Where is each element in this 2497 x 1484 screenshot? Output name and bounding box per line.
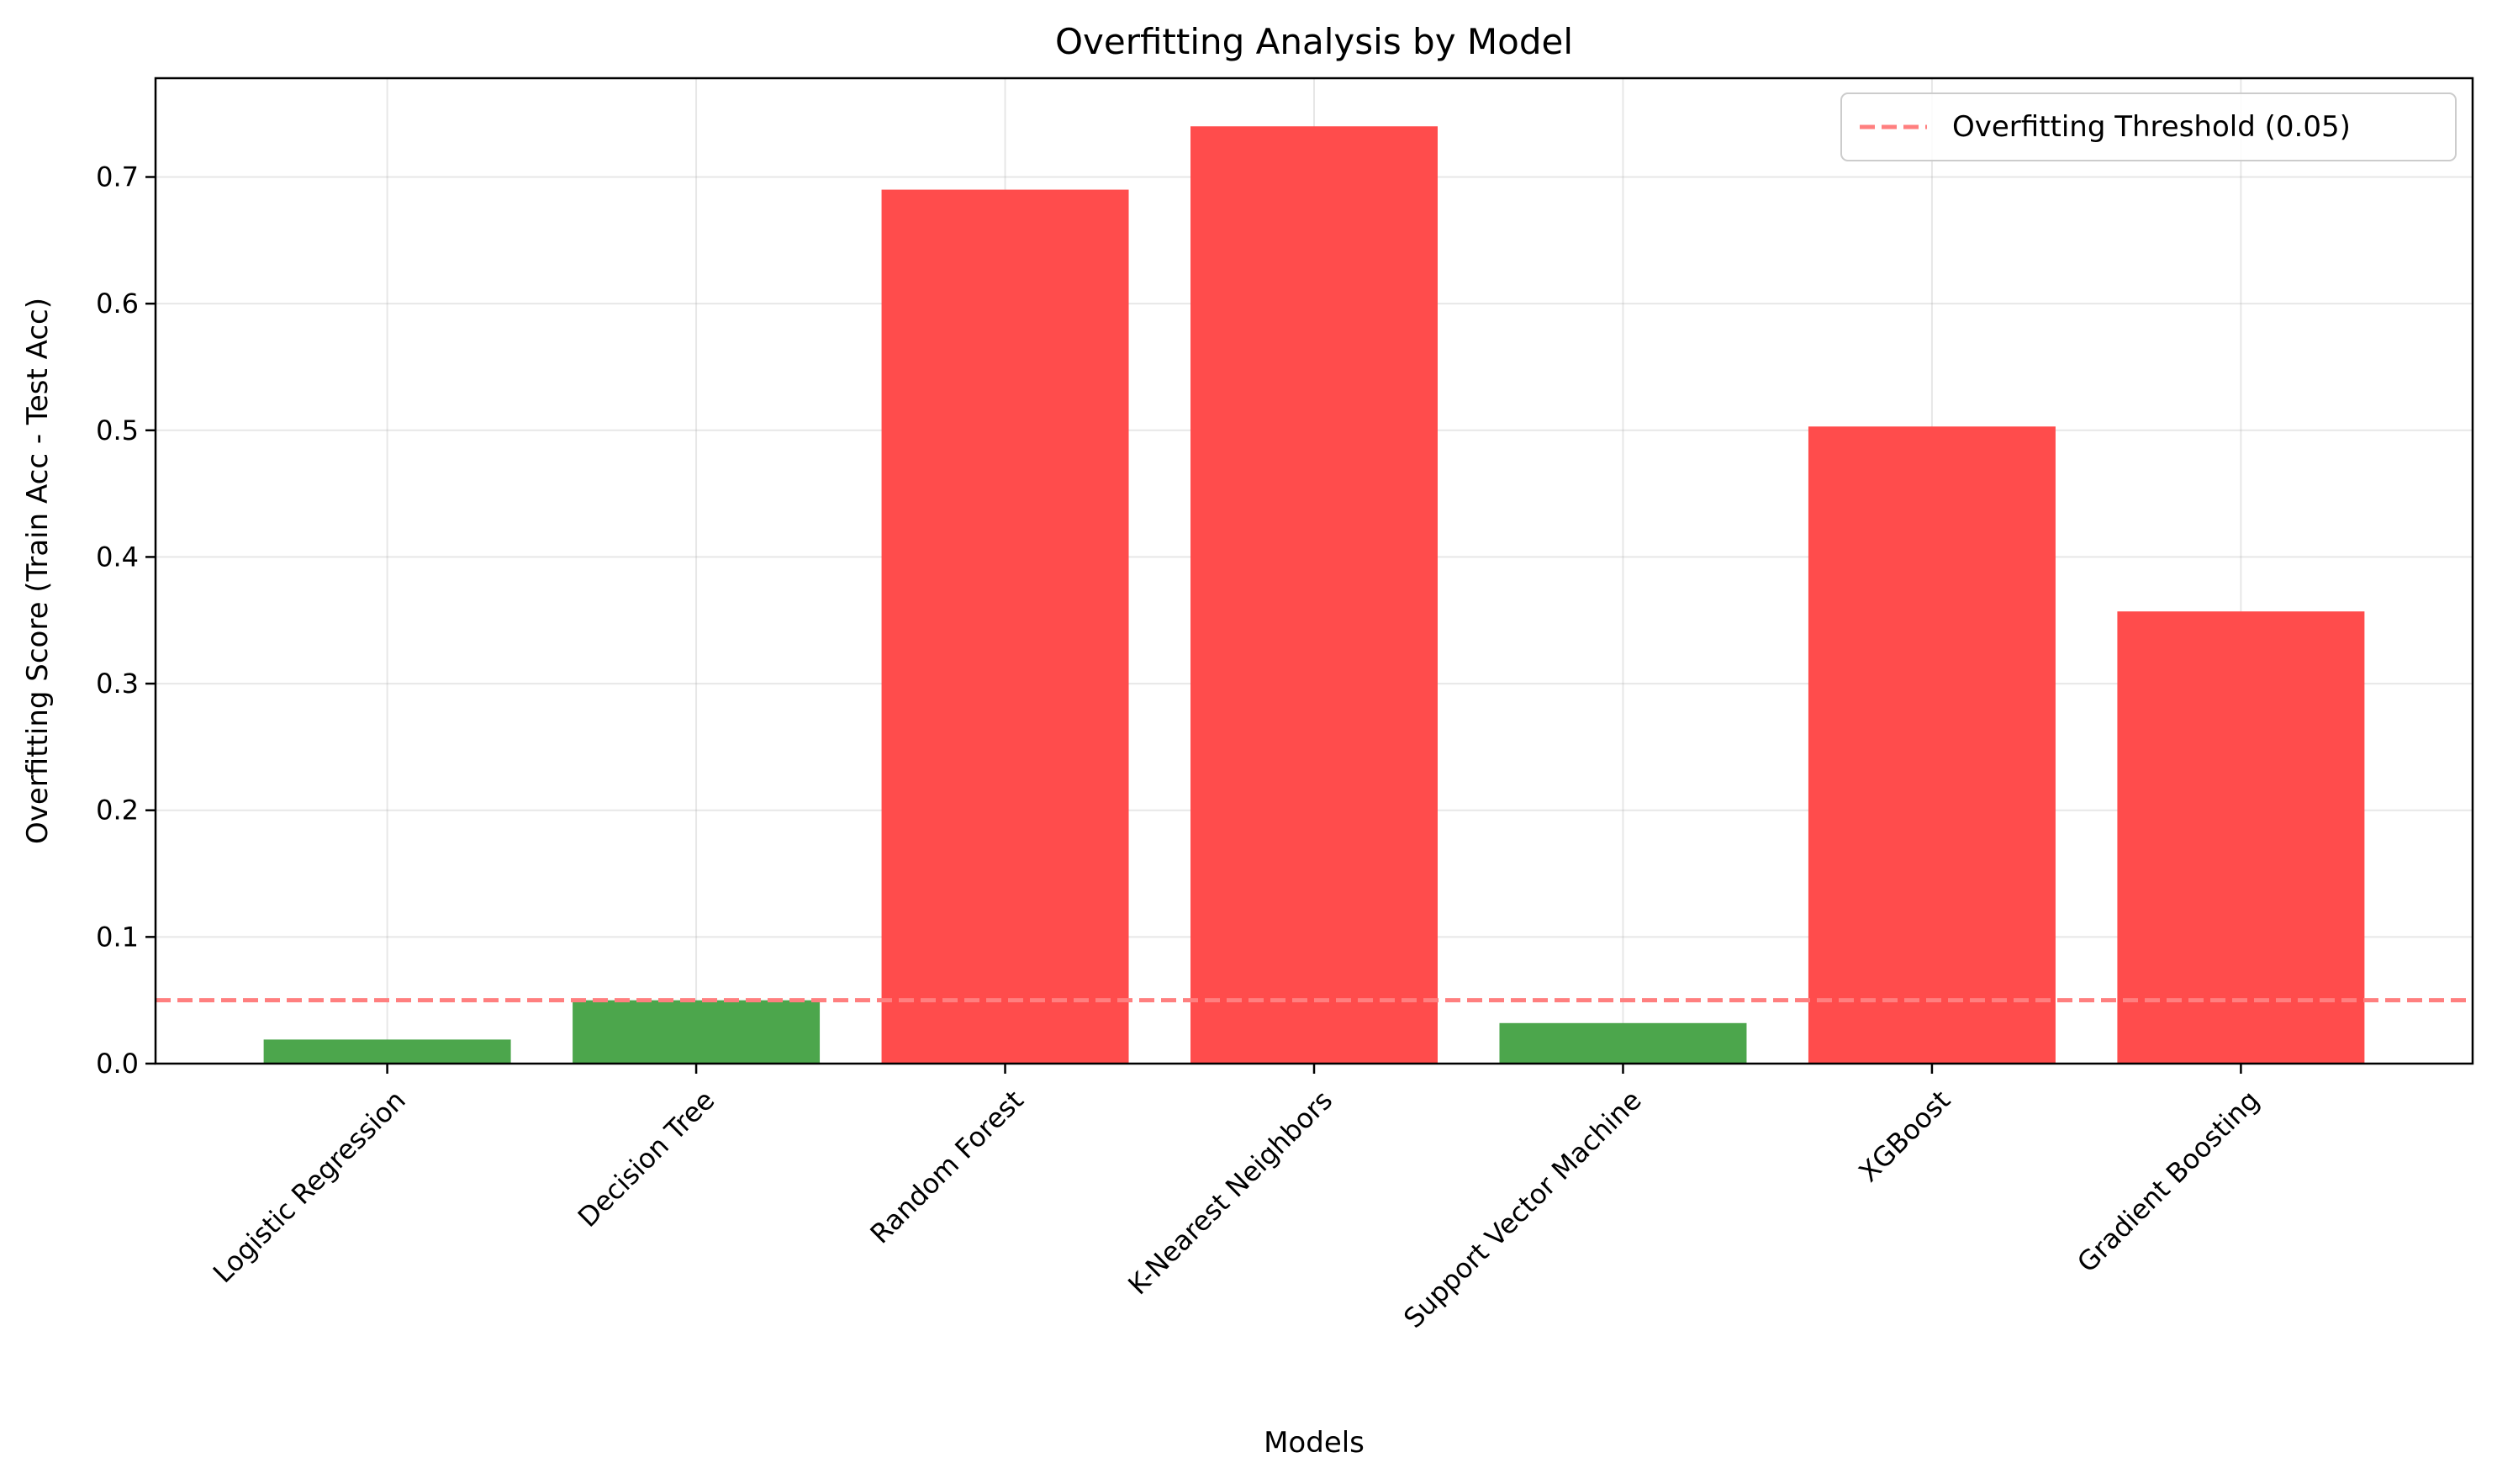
x-tick-label: Gradient Boosting [2071, 1084, 2265, 1278]
x-tick-label: XGBoost [1852, 1084, 1956, 1188]
bar-random-forest [881, 189, 1129, 1064]
y-tick-label: 0.7 [96, 161, 139, 193]
legend-box [1840, 92, 2457, 161]
bar-k-nearest-neighbors [1190, 126, 1438, 1064]
y-tick-label: 0.2 [96, 795, 139, 826]
bar-support-vector-machine [1499, 1022, 1747, 1064]
y-axis-label: Overfitting Score (Train Acc - Test Acc) [21, 298, 55, 844]
x-axis: Logistic Regression Decision Tree Random F… [207, 1064, 2266, 1334]
y-tick-label: 0.1 [96, 921, 139, 953]
x-tick-label: Logistic Regression [207, 1084, 412, 1289]
bar-logistic-regression [263, 1039, 511, 1064]
bar-gradient-boosting [2117, 611, 2365, 1064]
x-tick-label: K-Nearest Neighbors [1122, 1084, 1338, 1301]
y-tick-label: 0.3 [96, 668, 139, 700]
legend: Overfitting Threshold (0.05) [1840, 92, 2457, 161]
x-tick-label: Random Forest [864, 1084, 1030, 1249]
y-tick-label: 0.0 [96, 1048, 139, 1080]
bars [263, 126, 2365, 1064]
x-tick-label: Decision Tree [572, 1084, 721, 1233]
y-tick-label: 0.6 [96, 288, 139, 320]
bar-xgboost [1808, 426, 2056, 1064]
x-tick-label: Support Vector Machine [1397, 1084, 1648, 1334]
chart-title: Overfitting Analysis by Model [1055, 21, 1573, 62]
y-tick-label: 0.4 [96, 541, 139, 573]
y-axis: 0.0 0.1 0.2 0.3 0.4 0.5 0.6 0.7 [96, 161, 156, 1080]
y-tick-label: 0.5 [96, 415, 139, 446]
legend-threshold-label: Overfitting Threshold (0.05) [1952, 110, 2351, 144]
x-axis-label: Models [1264, 1426, 1365, 1460]
bar-decision-tree [573, 1000, 821, 1064]
